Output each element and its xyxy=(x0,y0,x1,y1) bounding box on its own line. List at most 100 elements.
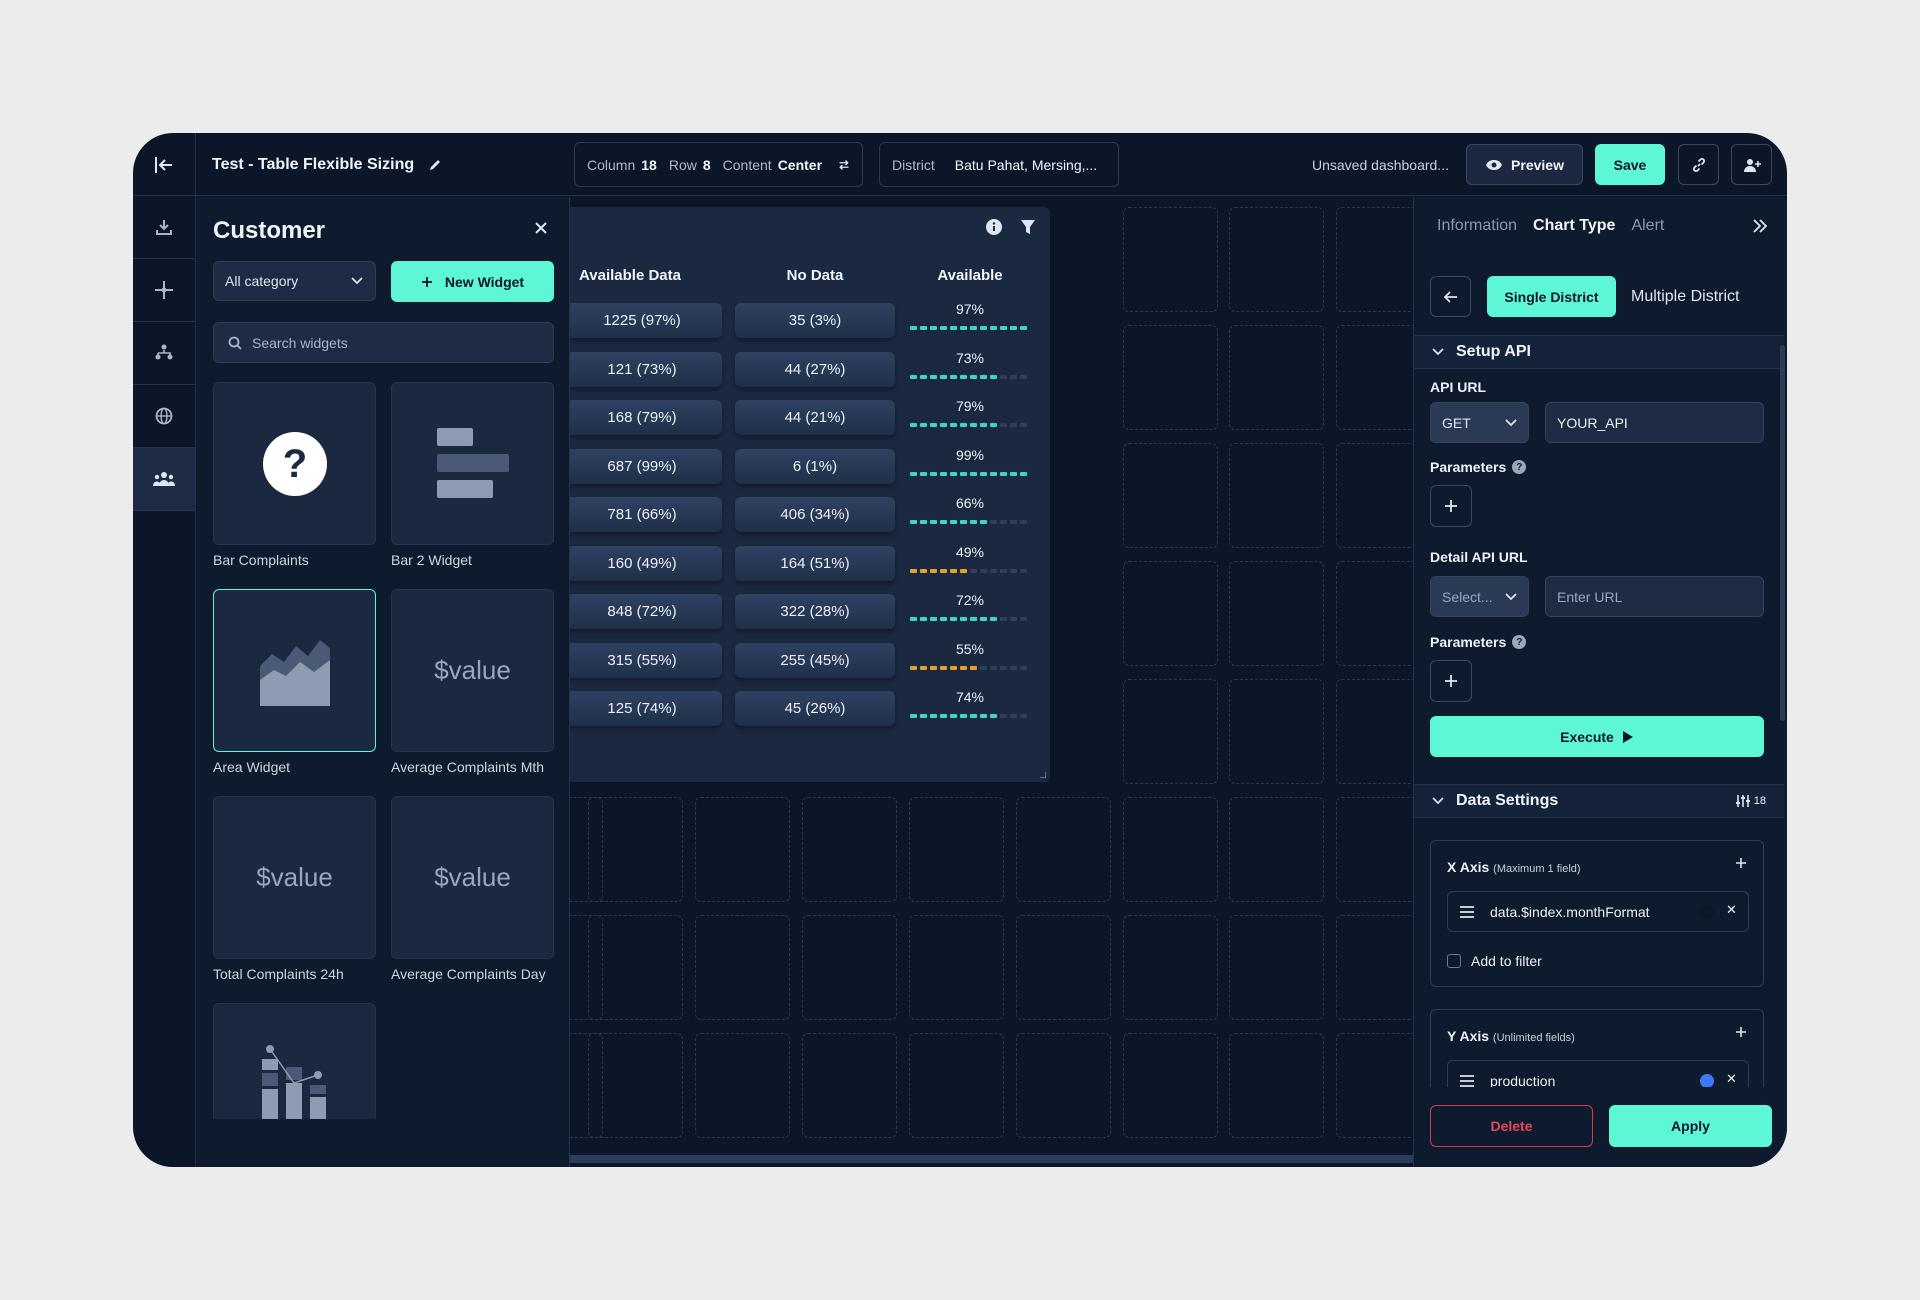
api-url-input[interactable]: YOUR_API xyxy=(1545,402,1764,443)
remove-field-icon[interactable]: ✕ xyxy=(1726,1071,1737,1086)
grid-cell[interactable] xyxy=(1123,443,1218,548)
remove-field-icon[interactable]: ✕ xyxy=(1726,902,1737,917)
plus-icon[interactable] xyxy=(1735,857,1747,869)
grid-cell[interactable] xyxy=(1336,1033,1418,1138)
grid-cell[interactable] xyxy=(909,797,1004,902)
info-icon[interactable] xyxy=(986,219,1002,235)
table-widget[interactable]: Available Data No Data Available 1225 (9… xyxy=(570,207,1050,782)
x-axis-field[interactable]: data.$index.monthFormat ✕ xyxy=(1447,891,1749,932)
widget-card-area[interactable] xyxy=(213,589,376,752)
grid-cell[interactable] xyxy=(1229,207,1324,312)
grid-cell[interactable] xyxy=(588,797,683,902)
column-header[interactable]: Available Data xyxy=(579,267,681,284)
collapse-sidebar-button[interactable] xyxy=(133,133,196,196)
grid-cell[interactable] xyxy=(1016,915,1111,1020)
tab-information[interactable]: Information xyxy=(1437,217,1518,234)
swap-icon[interactable] xyxy=(838,158,850,172)
field-count-badge[interactable]: 18 xyxy=(1735,794,1766,808)
column-header[interactable]: Available xyxy=(937,267,1003,284)
api-method-select[interactable]: GET xyxy=(1430,402,1529,443)
detail-method-select[interactable]: Select... xyxy=(1430,576,1529,617)
plus-icon[interactable] xyxy=(1735,1026,1747,1038)
apply-button[interactable]: Apply xyxy=(1609,1105,1772,1147)
preview-button[interactable]: Preview xyxy=(1466,144,1583,185)
grid-cell[interactable] xyxy=(1229,797,1324,902)
grid-cell[interactable] xyxy=(1123,561,1218,666)
checkbox-box[interactable] xyxy=(1447,954,1461,968)
district-filter-pill[interactable]: District Batu Pahat, Mersing,... xyxy=(879,142,1119,187)
widget-card-average-complaints-day[interactable]: $value xyxy=(391,796,554,959)
grid-cell[interactable] xyxy=(1229,325,1324,430)
widget-card-bar-complaints[interactable]: ? xyxy=(213,382,376,545)
widget-card-stacked[interactable] xyxy=(213,1003,376,1119)
rail-item-layout[interactable] xyxy=(133,259,195,322)
add-user-button[interactable] xyxy=(1731,144,1772,185)
grid-cell[interactable] xyxy=(695,915,790,1020)
drag-handle-icon[interactable] xyxy=(1460,1074,1474,1087)
grid-cell[interactable] xyxy=(570,1033,603,1138)
grid-cell[interactable] xyxy=(1123,207,1218,312)
grid-cell[interactable] xyxy=(1016,797,1111,902)
back-button[interactable] xyxy=(1430,276,1471,317)
grid-cell[interactable] xyxy=(588,915,683,1020)
drag-handle-icon[interactable] xyxy=(1460,905,1474,918)
rail-item-globe[interactable] xyxy=(133,385,195,448)
dashboard-canvas[interactable]: Available Data No Data Available 1225 (9… xyxy=(570,197,1418,1167)
grid-cell[interactable] xyxy=(1336,679,1418,784)
resize-handle-icon[interactable] xyxy=(1040,772,1046,778)
widget-card-bar-2[interactable] xyxy=(391,382,554,545)
edit-pencil-icon[interactable] xyxy=(428,158,442,172)
help-icon[interactable]: ? xyxy=(1512,460,1527,474)
setup-api-section-header[interactable]: Setup API xyxy=(1414,335,1784,369)
multiple-district-toggle[interactable]: Multiple District xyxy=(1631,287,1740,305)
search-widgets-input[interactable]: Search widgets xyxy=(213,322,554,363)
grid-cell[interactable] xyxy=(802,1033,897,1138)
save-button[interactable]: Save xyxy=(1595,144,1665,185)
grid-cell[interactable] xyxy=(570,915,603,1020)
rail-item-hierarchy[interactable] xyxy=(133,322,195,385)
grid-cell[interactable] xyxy=(1229,1033,1324,1138)
grid-cell[interactable] xyxy=(1229,443,1324,548)
grid-cell[interactable] xyxy=(1336,443,1418,548)
grid-cell[interactable] xyxy=(1229,679,1324,784)
help-icon[interactable]: ? xyxy=(1512,635,1527,649)
grid-cell[interactable] xyxy=(1336,207,1418,312)
column-header[interactable]: No Data xyxy=(786,267,844,284)
rail-item-download[interactable] xyxy=(133,196,195,259)
category-select[interactable]: All category xyxy=(213,261,376,301)
grid-cell[interactable] xyxy=(1229,561,1324,666)
tab-chart-type[interactable]: Chart Type xyxy=(1533,217,1616,234)
close-icon[interactable] xyxy=(534,221,548,235)
field-color-swatch[interactable] xyxy=(1700,905,1714,919)
execute-button[interactable]: Execute xyxy=(1430,716,1764,757)
widget-card-total-complaints-24h[interactable]: $value xyxy=(213,796,376,959)
grid-cell[interactable] xyxy=(909,1033,1004,1138)
grid-cell[interactable] xyxy=(1336,325,1418,430)
grid-cell[interactable] xyxy=(909,915,1004,1020)
grid-cell[interactable] xyxy=(802,915,897,1020)
layout-settings-pill[interactable]: Column 18 Row 8 Content Center xyxy=(574,142,863,187)
widget-card-average-complaints-mth[interactable]: $value xyxy=(391,589,554,752)
filter-icon[interactable] xyxy=(1021,219,1035,235)
grid-cell[interactable] xyxy=(695,1033,790,1138)
field-color-swatch[interactable] xyxy=(1700,1074,1714,1088)
grid-cell[interactable] xyxy=(588,1033,683,1138)
add-detail-parameter-button[interactable] xyxy=(1430,660,1472,702)
grid-cell[interactable] xyxy=(1229,915,1324,1020)
grid-cell[interactable] xyxy=(1123,915,1218,1020)
data-settings-section-header[interactable]: Data Settings 18 xyxy=(1414,784,1784,818)
detail-url-input[interactable]: Enter URL xyxy=(1545,576,1764,617)
share-link-button[interactable] xyxy=(1678,144,1719,185)
grid-cell[interactable] xyxy=(1336,915,1418,1020)
vertical-scrollbar[interactable] xyxy=(1780,345,1785,721)
horizontal-scrollbar[interactable] xyxy=(570,1155,1418,1163)
add-parameter-button[interactable] xyxy=(1430,485,1472,527)
rail-item-customer[interactable] xyxy=(133,448,195,511)
new-widget-button[interactable]: New Widget xyxy=(391,261,554,302)
grid-cell[interactable] xyxy=(1016,1033,1111,1138)
grid-cell[interactable] xyxy=(802,797,897,902)
grid-cell[interactable] xyxy=(1336,797,1418,902)
add-to-filter-checkbox[interactable]: Add to filter xyxy=(1447,953,1542,969)
grid-cell[interactable] xyxy=(1123,325,1218,430)
grid-cell[interactable] xyxy=(570,797,603,902)
